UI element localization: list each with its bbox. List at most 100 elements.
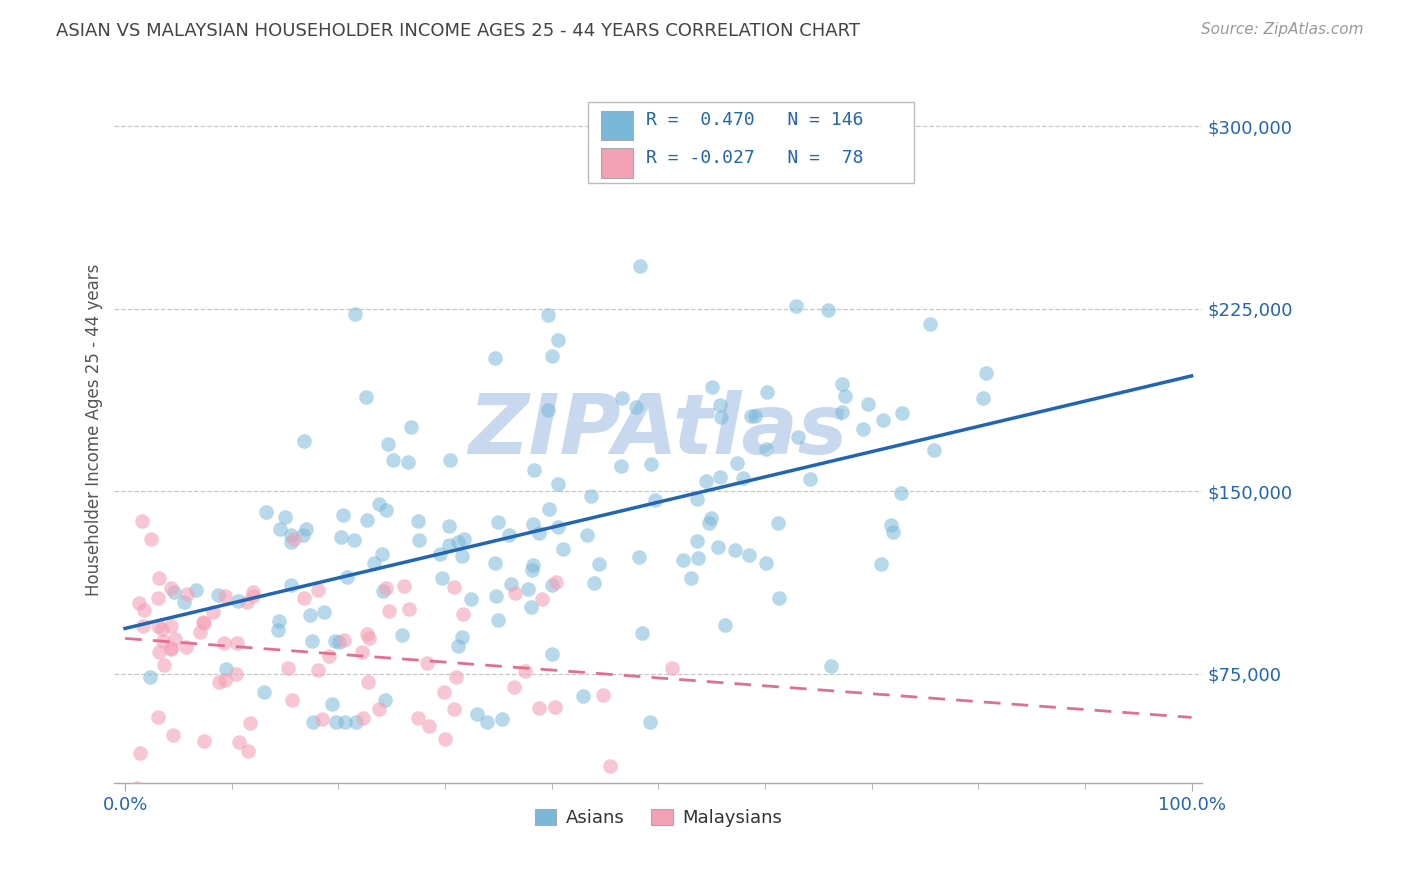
Point: [699, 511, 721, 525]
Point: [638, 715, 661, 730]
Point: [768, 516, 790, 531]
Point: [160, 619, 183, 633]
Point: [592, 688, 614, 702]
Point: [228, 735, 250, 749]
Point: [146, 619, 169, 633]
Point: [153, 658, 176, 673]
Point: [207, 589, 229, 603]
Point: [343, 533, 366, 548]
Point: [831, 377, 853, 392]
Point: [699, 516, 721, 530]
Point: [882, 524, 904, 539]
Point: [139, 532, 162, 546]
Point: [432, 685, 454, 699]
Point: [406, 514, 429, 528]
Text: Source: ZipAtlas.com: Source: ZipAtlas.com: [1201, 22, 1364, 37]
Point: [150, 622, 173, 636]
Point: [831, 405, 853, 419]
Point: [477, 715, 499, 730]
Point: [520, 600, 543, 615]
Point: [453, 533, 475, 547]
Point: [148, 645, 170, 659]
Point: [430, 571, 453, 585]
Point: [537, 403, 560, 417]
Point: [132, 603, 155, 617]
Point: [451, 630, 474, 644]
Point: [672, 553, 695, 567]
Legend: Asians, Malaysians: Asians, Malaysians: [527, 801, 789, 834]
Point: [333, 633, 356, 648]
Point: [226, 636, 249, 650]
Point: [352, 711, 374, 725]
Point: [707, 540, 730, 554]
Point: [517, 582, 540, 596]
Point: [768, 591, 790, 605]
Point: [527, 700, 550, 714]
Point: [152, 633, 174, 648]
Point: [214, 590, 236, 604]
Point: [291, 527, 314, 541]
Point: [146, 710, 169, 724]
Point: [165, 632, 187, 647]
Point: [679, 571, 702, 585]
Point: [755, 442, 778, 456]
Point: [755, 385, 778, 400]
Point: [523, 463, 546, 477]
Point: [537, 308, 560, 322]
Point: [280, 527, 302, 541]
Point: [281, 692, 304, 706]
Point: [738, 548, 761, 562]
Point: [214, 661, 236, 675]
Point: [406, 711, 429, 725]
Point: [236, 595, 259, 609]
Point: [214, 673, 236, 687]
Point: [312, 606, 335, 620]
Point: [381, 453, 404, 467]
Point: [486, 613, 509, 627]
Point: [484, 556, 506, 570]
Point: [513, 665, 536, 679]
Point: [191, 615, 214, 629]
Point: [363, 556, 385, 570]
Point: [695, 474, 717, 488]
Point: [631, 625, 654, 640]
Point: [444, 670, 467, 684]
Point: [228, 593, 250, 607]
Point: [396, 455, 419, 469]
Point: [609, 458, 631, 473]
Point: [872, 412, 894, 426]
Point: [799, 472, 821, 486]
Point: [588, 558, 610, 572]
Point: [398, 601, 420, 615]
Point: [176, 640, 198, 654]
Point: [214, 636, 236, 650]
Point: [540, 578, 562, 592]
Point: [599, 759, 621, 773]
Point: [129, 746, 152, 760]
Point: [924, 442, 946, 457]
Point: [163, 585, 186, 599]
Point: [522, 558, 544, 572]
Point: [280, 534, 302, 549]
Point: [328, 635, 350, 649]
Point: [242, 584, 264, 599]
Point: [292, 591, 315, 606]
Point: [709, 470, 731, 484]
Point: [356, 627, 378, 641]
Point: [974, 366, 997, 380]
Point: [733, 471, 755, 485]
Point: [628, 550, 651, 565]
Point: [858, 397, 880, 411]
Point: [785, 299, 807, 313]
Point: [238, 744, 260, 758]
Point: [702, 380, 724, 394]
Point: [503, 681, 526, 695]
Point: [394, 578, 416, 592]
Point: [336, 569, 359, 583]
Point: [330, 530, 353, 544]
Point: [547, 477, 569, 491]
Point: [551, 541, 574, 556]
Point: [661, 661, 683, 675]
Point: [160, 581, 183, 595]
Point: [460, 592, 482, 607]
